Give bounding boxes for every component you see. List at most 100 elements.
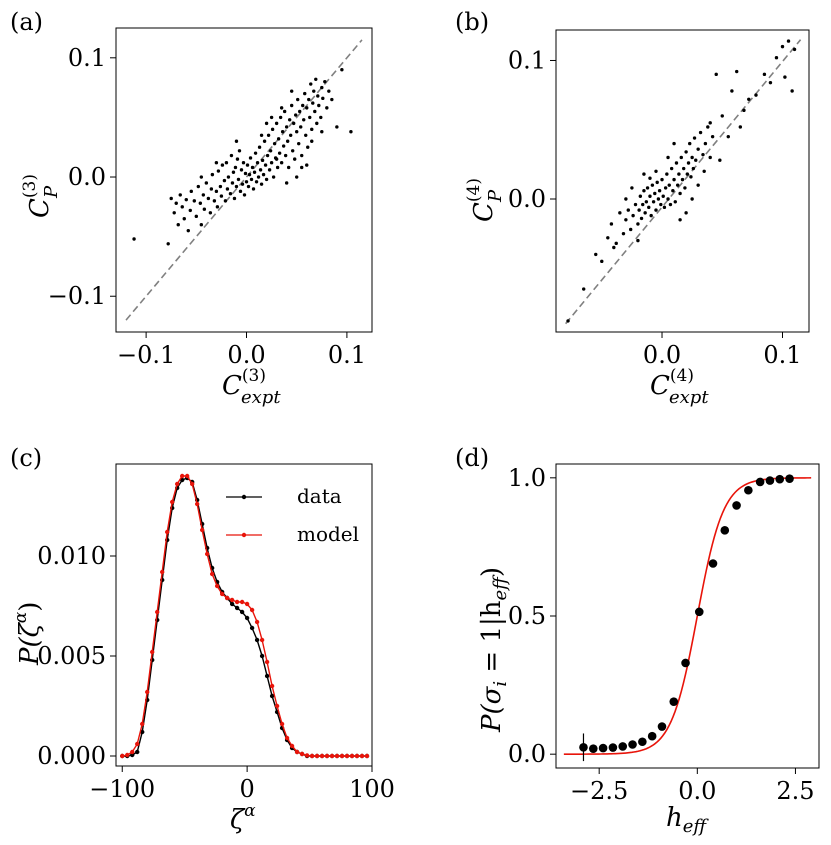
series-model-point (140, 721, 145, 727)
panel-a-point (259, 133, 264, 137)
series-data-point (264, 673, 270, 679)
panel-c-xtick-label: 0 (239, 775, 254, 803)
panel-a-point (244, 180, 249, 184)
panel-a-point (236, 177, 241, 182)
panel-d-point (657, 722, 667, 731)
series-model-point (150, 649, 155, 655)
panel-a-point (282, 109, 287, 114)
panel-a-xtick-label: −0.1 (117, 341, 175, 369)
panel-b-point (675, 183, 680, 187)
panel-b-point (698, 130, 703, 135)
panel-a-point (303, 91, 307, 96)
panel-a-point (169, 196, 173, 201)
panel-d-point (694, 607, 704, 617)
panel-a-point (277, 151, 282, 155)
panel-d-xlabel: heff (666, 803, 709, 837)
panel-b-point (768, 80, 773, 85)
panel-d-point (628, 740, 637, 749)
panel-d-ytick-label: 0.5 (508, 602, 546, 630)
panel-b-point (682, 166, 686, 171)
series-model-point (339, 753, 345, 759)
panel-b-point (690, 197, 694, 201)
panel-a-point (264, 121, 269, 126)
panel-b-point (648, 194, 652, 198)
panel-b-point (600, 259, 604, 264)
panel-a-point (283, 153, 288, 158)
panel-b-point (662, 205, 667, 210)
panel-b-point (730, 89, 734, 93)
panel-b-point (566, 319, 570, 323)
panel-a-point (240, 182, 245, 186)
panel-b-ylabel: C(4)P (464, 178, 506, 222)
panel-a-point (172, 211, 176, 215)
panel-b: (b) 0.0 0.1 0.0 0.1 C(4) expt C(4)P (455, 8, 810, 408)
panel-b-point (669, 166, 674, 171)
panel-b-point (747, 97, 751, 101)
panel-a-point (219, 194, 224, 198)
panel-b-point (667, 183, 671, 187)
panel-a-frame (115, 27, 373, 333)
panel-a-point (319, 115, 323, 120)
panel-a-point (215, 205, 220, 209)
panel-b-point (642, 188, 646, 193)
panel-b-point (647, 205, 651, 210)
panel-a-point (327, 89, 331, 93)
panel-b-point (714, 72, 718, 77)
panel-a-point (189, 189, 193, 194)
panel-b-point (688, 141, 692, 146)
panel-a-point (180, 205, 184, 209)
series-model-point (179, 473, 185, 479)
panel-a-point (234, 139, 239, 143)
panel-b-point (792, 47, 797, 52)
panel-a-point (285, 139, 290, 143)
series-model-point (324, 753, 330, 759)
panel-b-points (566, 39, 797, 323)
panel-a-point (340, 68, 344, 72)
panel-b-point (666, 155, 670, 160)
panel-c-ytick-label: 0.010 (37, 542, 106, 570)
panel-a-point (186, 228, 190, 233)
panel-a-xlabel: C(3) expt (222, 366, 281, 408)
panel-b-point (644, 200, 649, 204)
series-model-point (264, 659, 270, 665)
panel-b-point (691, 166, 696, 171)
panel-d-point (755, 477, 765, 487)
panel-a-point (272, 141, 277, 146)
series-model-point (165, 529, 170, 535)
panel-b-point (648, 176, 652, 180)
series-model-point (219, 591, 225, 597)
panel-b-point (689, 175, 693, 179)
panel-a-point (300, 153, 304, 158)
panel-a-point (202, 207, 207, 211)
panel-a-point (258, 168, 263, 172)
panel-b-point (678, 191, 682, 196)
panel-a-point (267, 168, 272, 172)
panel-a-point (255, 161, 260, 165)
panel-a-point (132, 237, 136, 241)
panel-b-point (706, 125, 710, 129)
panel-d-ylabel: P(σi = 1|heff) (477, 567, 511, 733)
panel-a-xtick-label: 0.1 (328, 341, 366, 369)
series-model-point (359, 753, 365, 759)
panel-d-ytick-label: 0.0 (508, 740, 546, 768)
panel-a-point (305, 163, 309, 167)
panel-a-point (253, 151, 258, 155)
panel-b-point (668, 202, 673, 207)
panel-a-point (307, 97, 311, 102)
series-model-point (189, 481, 195, 487)
panel-a-point (301, 103, 305, 108)
panel-d-point (775, 474, 785, 484)
panel-b-point (686, 161, 691, 165)
panel-c-ylabel: P(ζα) (11, 602, 45, 666)
panel-a-point (310, 139, 314, 143)
panel-b-point (665, 172, 669, 176)
panel-a-point (225, 187, 230, 191)
panel-a-point (279, 106, 284, 110)
panel-a-point (287, 118, 292, 122)
panel-b-point (637, 208, 641, 212)
series-model-point (160, 569, 165, 575)
panel-d-point (669, 697, 679, 706)
series-model-point (269, 683, 275, 689)
panel-a-point (300, 165, 304, 170)
panel-b-point (678, 218, 682, 222)
